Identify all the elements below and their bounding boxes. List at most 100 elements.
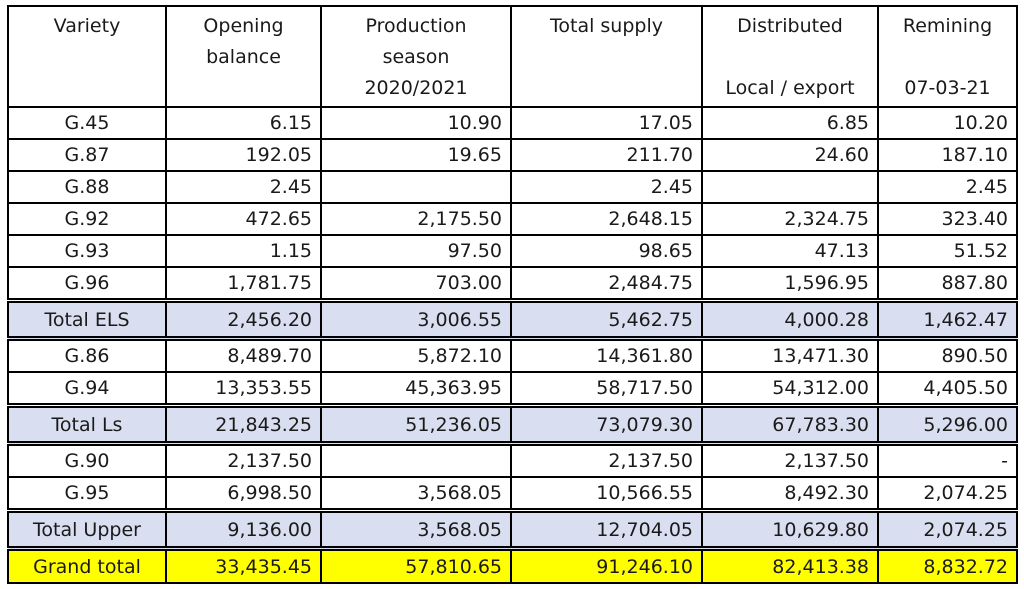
row-label-cell: Grand total [7,546,167,584]
value-cell: 51.52 [877,234,1018,268]
value-cell: 51,236.05 [320,403,512,445]
row-label-cell: G.95 [7,476,167,512]
value-cell: 3,568.05 [320,508,512,550]
value-cell: 67,783.30 [701,403,879,445]
value-cell: 2.45 [877,170,1018,204]
row-label-cell: G.90 [7,441,167,478]
value-cell: 2,074.25 [877,508,1018,550]
header-text: Variety [53,15,121,37]
value-cell: 1,596.95 [701,266,879,302]
value-cell: 2,137.50 [510,441,703,478]
value-cell: 2,324.75 [701,202,879,236]
row-label-cell: G.86 [7,336,167,373]
value-cell: 13,471.30 [701,336,879,373]
row-label-cell: Total Ls [7,403,167,445]
table-row: G.86 8,489.70 5,872.10 14,361.80 13,471.30 89… [7,336,1018,373]
column-header-distributed: Distributed Local / export [701,5,879,108]
row-label-cell: G.92 [7,202,167,236]
value-cell: 2,137.50 [701,441,879,478]
row-label-cell: Total ELS [7,298,167,340]
value-cell: 8,832.72 [877,546,1018,584]
table-row: G.92 472.65 2,175.50 2,648.15 2,324.75 323.40 [7,202,1018,236]
header-text: Total supply [550,15,663,37]
value-cell: 472.65 [165,202,322,236]
value-cell: 9,136.00 [165,508,322,550]
value-cell: 2,175.50 [320,202,512,236]
table-row: G.45 6.15 10.90 17.05 6.85 10.20 [7,106,1018,140]
column-header-total-supply: Total supply [510,5,703,108]
header-text: Remining [902,15,993,37]
value-cell: 1,781.75 [165,266,322,302]
value-cell: 33,435.45 [165,546,322,584]
column-header-variety: Variety [7,5,167,108]
value-cell: 2.45 [510,170,703,204]
table-row: G.88 2.45 2.45 2.45 [7,170,1018,204]
value-cell: 57,810.65 [320,546,512,584]
value-cell: 91,246.10 [510,546,703,584]
value-cell: 4,000.28 [701,298,879,340]
value-cell: 13,353.55 [165,371,322,407]
value-cell: 21,843.25 [165,403,322,445]
value-cell: 4,405.50 [877,371,1018,407]
table-row: G.90 2,137.50 2,137.50 2,137.50- [7,441,1018,478]
value-cell: 97.50 [320,234,512,268]
header-text [887,42,1008,73]
row-label-cell: G.88 [7,170,167,204]
header-text: 2020/2021 [364,77,468,99]
table-row: G.93 1.15 97.50 98.65 47.13 51.52 [7,234,1018,268]
value-cell: 703.00 [320,266,512,302]
value-cell: 1.15 [165,234,322,268]
value-cell: 24.60 [701,138,879,172]
value-cell: 8,489.70 [165,336,322,373]
table-row: G.87 192.05 19.65 211.70 24.60 187.10 [7,138,1018,172]
value-cell: 6.15 [165,106,322,140]
value-cell: 10.20 [877,106,1018,140]
value-cell: 211.70 [510,138,703,172]
row-label-cell: G.96 [7,266,167,302]
table-row: G.94 13,353.55 45,363.95 58,717.50 54,312.00… [7,371,1018,407]
value-cell: 54,312.00 [701,371,879,407]
grand-total-row: Grand total 33,435.45 57,810.65 91,246.10 82… [7,546,1018,584]
value-cell: 98.65 [510,234,703,268]
value-cell: 10,629.80 [701,508,879,550]
row-label-cell: G.87 [7,138,167,172]
value-cell: 3,568.05 [320,476,512,512]
value-cell: 2,484.75 [510,266,703,302]
header-text: balance [206,46,281,68]
value-cell: 19.65 [320,138,512,172]
value-cell: 8,492.30 [701,476,879,512]
column-header-production-season: Production season 2020/2021 [320,5,512,108]
table-row: G.96 1,781.75 703.00 2,484.75 1,596.95 887.80 [7,266,1018,302]
value-cell [320,170,512,204]
value-cell: 6,998.50 [165,476,322,512]
header-text [711,42,869,73]
value-cell: 192.05 [165,138,322,172]
value-cell: 2,137.50 [165,441,322,478]
value-cell: 82,413.38 [701,546,879,584]
row-label-cell: Total Upper [7,508,167,550]
value-cell: 1,462.47 [877,298,1018,340]
value-cell: - [877,441,1018,478]
header-text: season [382,46,450,68]
table-body: G.45 6.15 10.90 17.05 6.85 10.20 G.87 192.05 19.… [7,106,1018,584]
value-cell: 323.40 [877,202,1018,236]
value-cell: 6.85 [701,106,879,140]
seed-distribution-table: Variety Opening balance Production season 202… [7,5,1018,584]
value-cell: 2,648.15 [510,202,703,236]
header-text: 07-03-21 [904,77,991,99]
value-cell: 890.50 [877,336,1018,373]
value-cell: 14,361.80 [510,336,703,373]
value-cell [701,170,879,204]
value-cell: 12,704.05 [510,508,703,550]
value-cell [320,441,512,478]
subtotal-row: Total Ls 21,843.25 51,236.05 73,079.30 67,78… [7,403,1018,445]
value-cell: 5,872.10 [320,336,512,373]
header-text: Opening [203,15,284,37]
value-cell: 17.05 [510,106,703,140]
header-text: Local / export [725,77,855,99]
row-label-cell: G.45 [7,106,167,140]
value-cell: 45,363.95 [320,371,512,407]
value-cell: 5,462.75 [510,298,703,340]
value-cell: 2.45 [165,170,322,204]
value-cell: 2,074.25 [877,476,1018,512]
